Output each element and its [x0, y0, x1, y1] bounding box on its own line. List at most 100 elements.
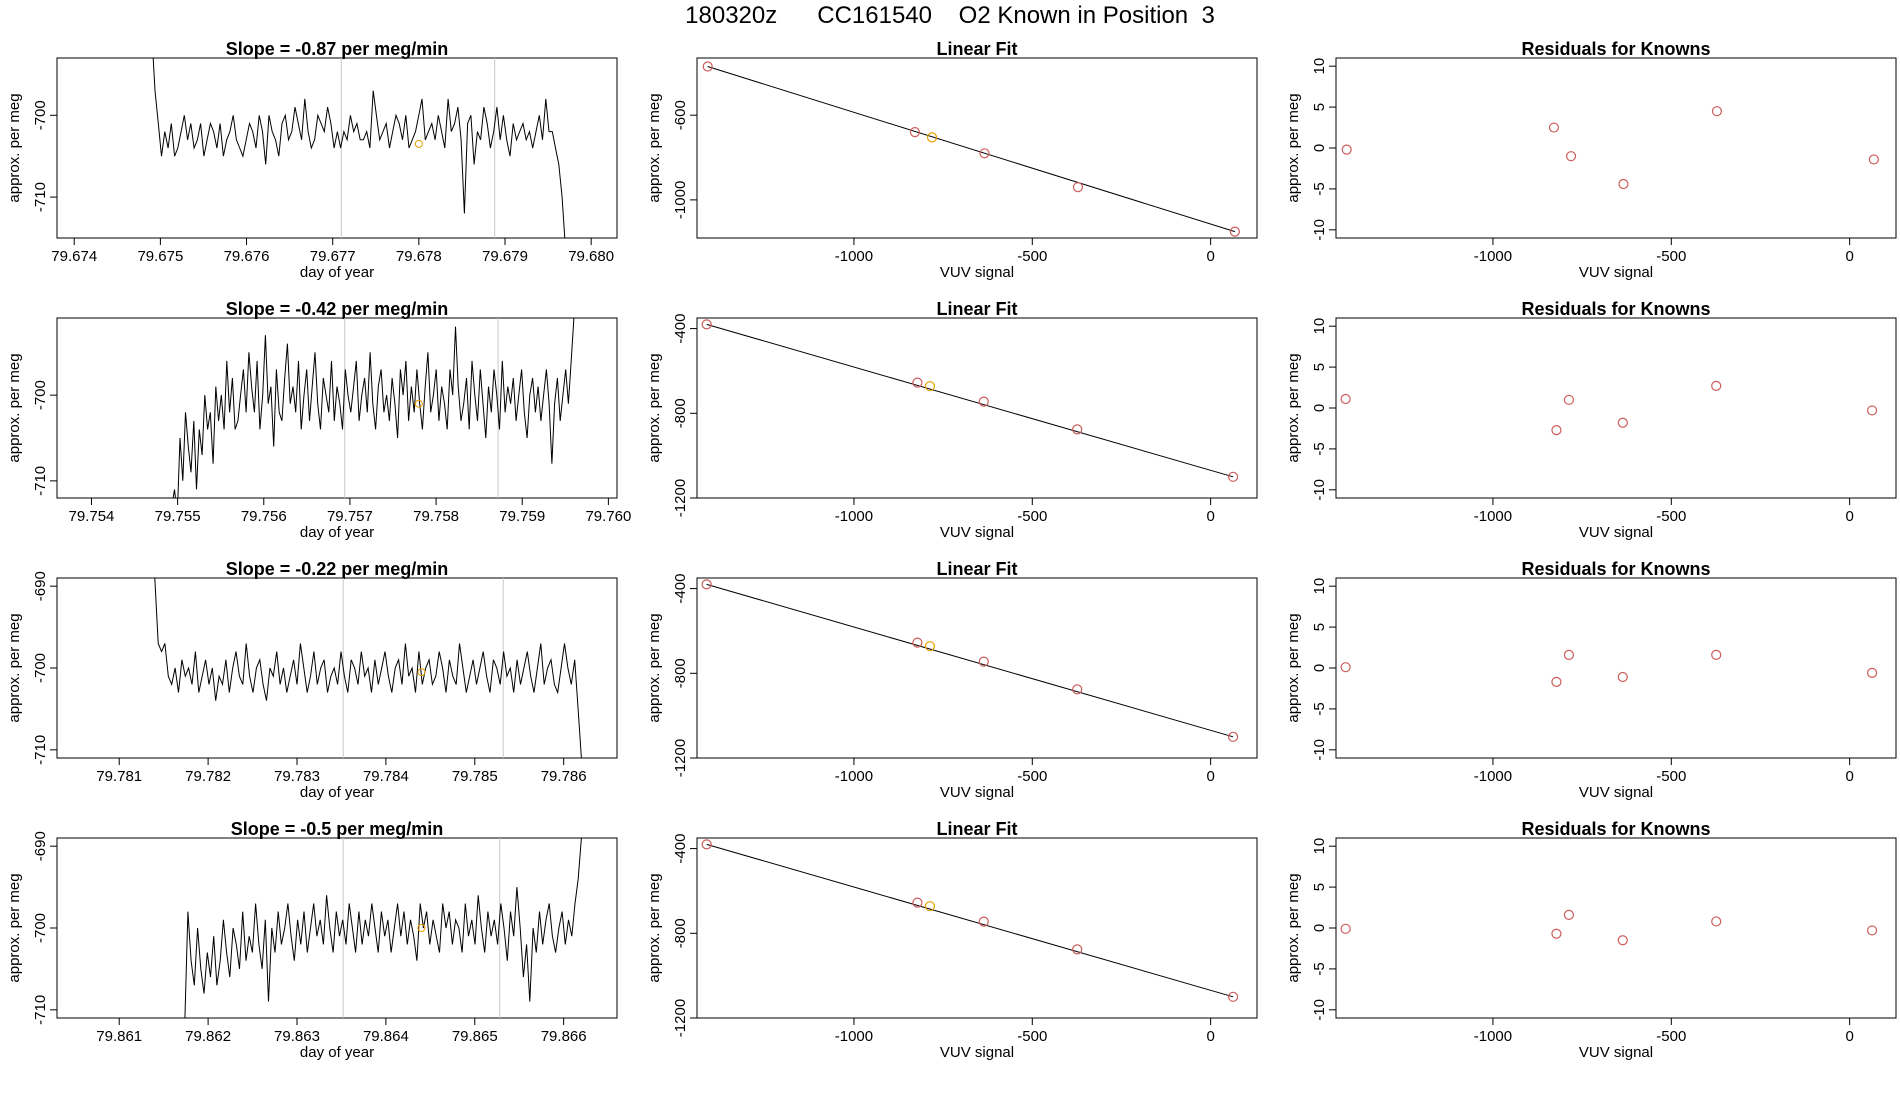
chart-title: Linear Fit — [936, 39, 1017, 59]
x-tick-label: 0 — [1845, 1028, 1853, 1045]
x-tick-label: -1000 — [1474, 768, 1512, 785]
x-tick-label: 0 — [1206, 1028, 1214, 1045]
chart-title: Slope = -0.42 per meg/min — [226, 299, 449, 319]
y-axis-label: approx. per meg — [1285, 93, 1302, 202]
y-tick-label: 5 — [1311, 623, 1328, 631]
plot-area — [154, 578, 582, 758]
x-tick-label: 79.757 — [327, 508, 373, 525]
x-tick-label: 79.755 — [155, 508, 201, 525]
x-tick-label: -1000 — [835, 1028, 873, 1045]
plot-area — [1340, 649, 1878, 688]
x-axis-label: VUV signal — [940, 524, 1014, 541]
plot-area — [701, 579, 1239, 742]
x-axis-label: day of year — [300, 1044, 374, 1061]
y-tick-label: -10 — [1311, 999, 1328, 1021]
plot-frame — [56, 577, 618, 759]
series-line — [154, 578, 582, 758]
y-tick-label: -800 — [672, 658, 689, 688]
y-axis-label: approx. per meg — [1285, 353, 1302, 462]
x-tick-label: 79.784 — [363, 768, 409, 785]
data-point — [1618, 178, 1629, 190]
data-point — [701, 579, 712, 590]
data-point — [702, 61, 713, 72]
plot-area — [702, 61, 1240, 237]
y-tick-label: 5 — [1311, 883, 1328, 891]
data-point — [1340, 393, 1351, 405]
x-tick-label: 79.785 — [452, 768, 498, 785]
data-point — [1548, 122, 1560, 133]
plot-frame — [696, 837, 1258, 1019]
y-axis-label: approx. per meg — [6, 613, 23, 722]
y-axis-label: approx. per meg — [1285, 873, 1302, 982]
fit-line — [707, 65, 1236, 233]
series-line — [152, 58, 566, 238]
data-point — [1340, 662, 1351, 673]
data-point — [1551, 928, 1562, 939]
plot-area — [1340, 909, 1878, 946]
x-tick-label: -500 — [1656, 248, 1686, 265]
chart-title: Slope = -0.87 per meg/min — [226, 39, 449, 59]
y-tick-label: -10 — [1311, 739, 1328, 761]
y-tick-label: -1200 — [672, 739, 689, 777]
data-point — [979, 148, 990, 159]
x-tick-label: 79.680 — [568, 248, 614, 265]
x-tick-label: 79.674 — [51, 248, 97, 265]
y-tick-label: -5 — [1311, 702, 1328, 715]
fit-line — [706, 583, 1234, 738]
data-point — [1551, 424, 1562, 436]
highlight-point — [414, 399, 423, 408]
data-point — [909, 127, 921, 138]
panel-residuals-1: Residuals for Knowns -1000 -500 0 10 5 0 -5 -10 V… — [1285, 39, 1897, 281]
plot-frame — [696, 317, 1258, 499]
x-tick-label: 79.675 — [137, 248, 183, 265]
x-tick-label: 79.861 — [96, 1028, 142, 1045]
fit-line — [706, 843, 1234, 998]
plot-frame — [56, 317, 618, 499]
x-tick-label: 0 — [1845, 768, 1853, 785]
x-tick-label: -500 — [1017, 768, 1047, 785]
x-tick-label: 0 — [1845, 248, 1853, 265]
data-point — [1228, 731, 1239, 742]
y-tick-label: 0 — [1311, 664, 1328, 672]
x-axis-label: VUV signal — [940, 264, 1014, 281]
x-tick-label: -500 — [1656, 508, 1686, 525]
x-tick-label: -1000 — [1474, 508, 1512, 525]
data-point — [701, 319, 712, 330]
x-axis-label: day of year — [300, 524, 374, 541]
highlight-point — [414, 139, 423, 148]
y-axis-label: approx. per meg — [1285, 613, 1302, 722]
data-point — [1868, 154, 1879, 165]
plot-frame — [696, 577, 1258, 759]
series-line — [169, 318, 575, 498]
data-point — [978, 916, 989, 927]
y-axis-label: approx. per meg — [646, 353, 663, 462]
data-point — [1229, 226, 1240, 237]
highlight-point — [924, 641, 936, 652]
data-point — [1072, 684, 1083, 695]
highlight-point — [924, 381, 936, 392]
data-point — [1711, 106, 1723, 117]
highlight-point — [924, 901, 936, 912]
plot-frame — [1335, 577, 1897, 759]
panel-linear-fit-3: Linear Fit -1000 -500 0 -400 -800 -1200 VUV sig… — [646, 559, 1258, 801]
plot-area — [701, 839, 1239, 1002]
y-tick-label: 0 — [1311, 404, 1328, 412]
plot-frame — [696, 57, 1258, 239]
data-point — [1228, 471, 1239, 482]
x-tick-label: 0 — [1206, 768, 1214, 785]
y-tick-label: -600 — [672, 100, 689, 130]
plot-area — [181, 838, 582, 1018]
x-tick-label: 0 — [1845, 508, 1853, 525]
y-axis-label: approx. per meg — [6, 353, 23, 462]
x-tick-label: 79.678 — [396, 248, 442, 265]
y-axis-label: approx. per meg — [646, 873, 663, 982]
x-tick-label: -500 — [1656, 1028, 1686, 1045]
data-point — [978, 396, 989, 407]
chart-title: Linear Fit — [936, 299, 1017, 319]
y-tick-label: -1200 — [672, 479, 689, 517]
y-tick-label: -710 — [32, 182, 49, 212]
chart-title: Residuals for Knowns — [1521, 819, 1710, 839]
fit-line — [706, 323, 1234, 478]
plot-frame — [1335, 837, 1897, 1019]
